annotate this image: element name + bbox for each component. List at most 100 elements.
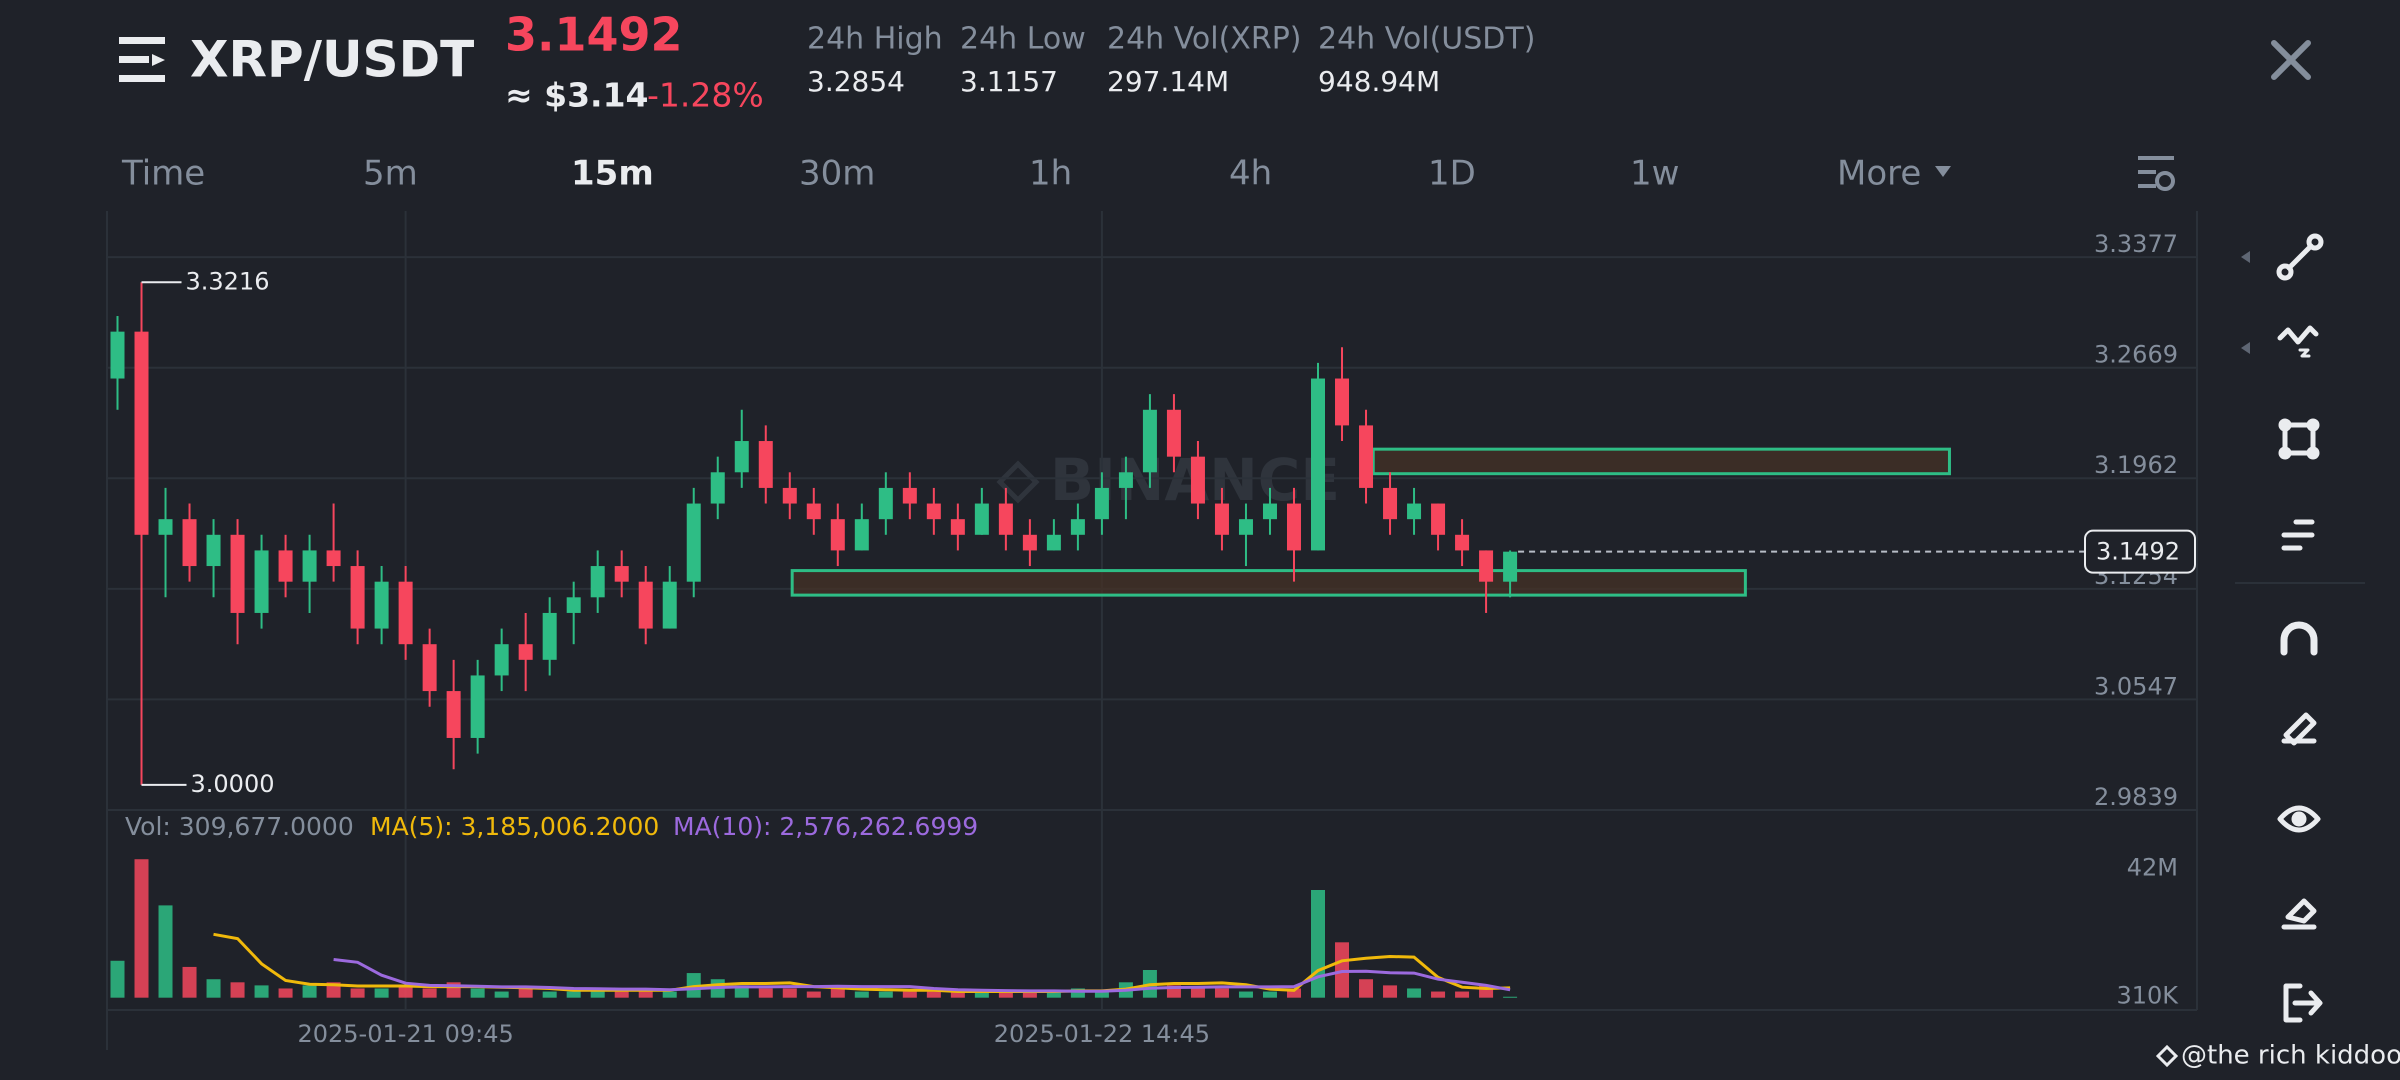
shape-tool[interactable]: [2278, 418, 2320, 460]
candle-body: [974, 503, 989, 535]
volume-bar: [1190, 988, 1205, 998]
icon-part: [2282, 422, 2316, 456]
timeframe-tab[interactable]: 15m: [571, 154, 654, 194]
candle-body: [1503, 551, 1518, 582]
candle-body: [662, 581, 677, 629]
attribution-logo: [2155, 1044, 2179, 1068]
volume-bar: [206, 979, 221, 998]
icon-part: [2283, 983, 2323, 1023]
candle-body: [518, 644, 533, 660]
candle-body: [1142, 409, 1157, 473]
candle-body: [1070, 519, 1085, 535]
candle-body: [422, 644, 437, 692]
price-zone: [1371, 447, 1951, 476]
settings-lines: [2138, 156, 2174, 188]
candle-body: [542, 612, 557, 660]
stat-value: 3.1157: [960, 65, 1058, 98]
volume-bar: [1407, 988, 1422, 998]
draw-tool[interactable]: [2281, 712, 2317, 746]
stat-label: 24h Low: [960, 22, 1086, 57]
volume-bar: [350, 988, 365, 998]
candle-body: [254, 550, 269, 613]
candle-body: [1359, 425, 1374, 488]
candle-body: [110, 331, 125, 379]
volume-bar: [542, 991, 557, 998]
candle-body: [686, 503, 701, 582]
position-tool[interactable]: [2281, 519, 2315, 551]
timeframe-tab[interactable]: Time: [121, 154, 205, 194]
candle-body: [182, 519, 197, 567]
volume-bar: [470, 988, 485, 998]
candle-body: [326, 550, 341, 567]
price-change: -1.28%: [647, 76, 764, 115]
visibility-tool[interactable]: [2277, 805, 2321, 833]
volume-bar: [110, 960, 125, 998]
last-price: 3.1492: [505, 8, 683, 62]
timeframe-tab[interactable]: 30m: [799, 154, 875, 194]
y-tick-label: 3.0547: [2094, 672, 2178, 700]
exit-tool[interactable]: [2283, 983, 2323, 1023]
high-label: 3.3216: [186, 267, 270, 295]
volume-legend: MA(5): 3,185,006.2000: [370, 812, 659, 841]
volume-bar: [278, 988, 293, 998]
last-price-label: 3.1492: [2096, 538, 2180, 566]
timeframe-tab[interactable]: 1h: [1029, 154, 1072, 194]
timeframe-tab[interactable]: 1D: [1428, 154, 1476, 194]
icon-part: [2306, 418, 2320, 432]
chart-settings[interactable]: [2138, 156, 2175, 191]
volume-bar: [1431, 991, 1446, 998]
volume-bar: [1383, 985, 1398, 998]
candle-body: [830, 519, 845, 551]
icon-part: [2281, 519, 2315, 551]
y-tick-label: 2.9839: [2094, 783, 2178, 811]
volume-bar: [374, 988, 389, 998]
timeframe-tab[interactable]: 1w: [1630, 154, 1679, 194]
candle-body: [350, 566, 365, 629]
menu-icon[interactable]: [119, 37, 165, 82]
close-icon: [2271, 40, 2311, 80]
candle-body: [446, 691, 461, 738]
timeframe-tab[interactable]: 4h: [1229, 154, 1272, 194]
candle-body: [902, 487, 917, 504]
volume-bar: [974, 991, 989, 998]
volume-bar: [638, 988, 653, 998]
candle-body: [782, 487, 797, 504]
icon-part: [2276, 263, 2294, 281]
magnet-tool[interactable]: [2280, 621, 2318, 656]
volume-bar: [302, 985, 317, 998]
menu-bar: [119, 75, 165, 82]
candle-body: [758, 441, 773, 488]
settings-gear: [2155, 171, 2175, 191]
close-button[interactable]: [2271, 40, 2311, 80]
volume-bar: [950, 991, 965, 998]
volume-bar: [1286, 988, 1301, 998]
volume-bar: [614, 991, 629, 998]
volume-bar: [902, 991, 917, 998]
timeframe-tab[interactable]: 5m: [363, 154, 418, 194]
candle-body: [590, 566, 605, 598]
watermark-logo: [996, 460, 1040, 504]
volume-bar: [662, 991, 677, 998]
erase-tool[interactable]: [2281, 898, 2317, 930]
y-tick-label: 3.2669: [2094, 341, 2178, 369]
candle-body: [878, 487, 893, 520]
trend-line-tool[interactable]: [2276, 233, 2324, 281]
candle-body: [638, 581, 653, 629]
toolbar: [2235, 233, 2365, 1023]
candle-body: [494, 644, 509, 676]
timeframe-tab[interactable]: More: [1837, 154, 1921, 194]
candle-body: [1311, 378, 1325, 551]
attribution: @the rich kiddooo: [2181, 1041, 2400, 1071]
volume-bar: [422, 988, 437, 998]
fib-tool[interactable]: [2277, 325, 2319, 358]
candle-body: [278, 550, 293, 582]
candle-body: [614, 566, 629, 582]
volume-bar: [230, 982, 245, 998]
volume-bar: [494, 991, 509, 998]
volume-bar: [1046, 991, 1061, 998]
volume-bar: [926, 991, 941, 998]
